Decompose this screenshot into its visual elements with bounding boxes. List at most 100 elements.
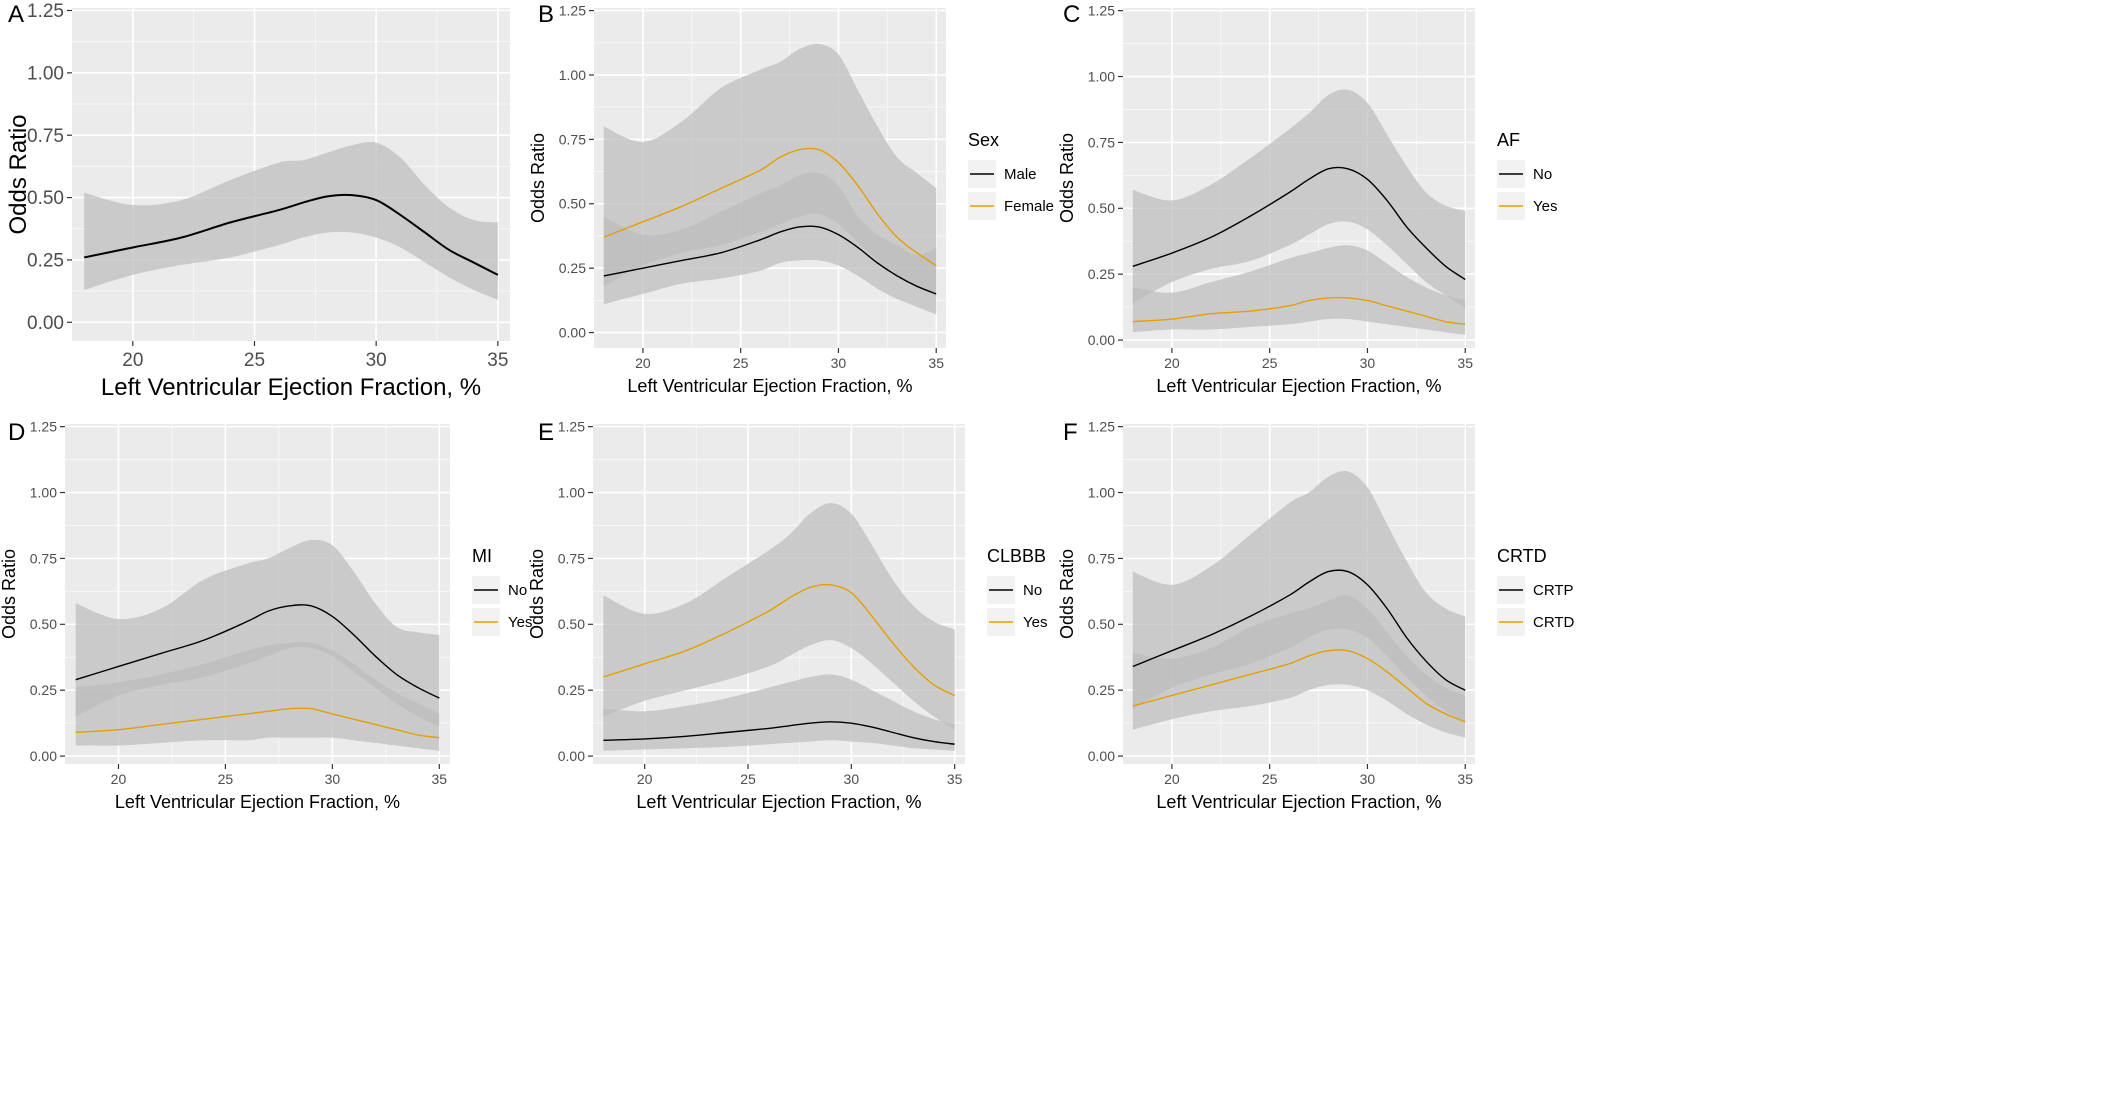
legend-label: CRTP xyxy=(1533,582,1574,599)
y-tick-label: 1.00 xyxy=(27,64,64,85)
series-line-no xyxy=(75,604,440,699)
y-tick-label: 0.50 xyxy=(1088,200,1115,216)
y-tick-label: 0.00 xyxy=(27,313,64,334)
x-tick-label: 30 xyxy=(1360,771,1376,787)
legend: MI No Yes xyxy=(472,546,532,636)
x-tick-label: 20 xyxy=(1164,771,1180,787)
y-tick-label: 0.00 xyxy=(1088,332,1115,348)
legend-title: AF xyxy=(1497,130,1520,150)
chart-panel-c: C 20 25 30 35 0.00 0.25 0.50 0.75 1.00 1.25 Left Ve… xyxy=(1057,1,1557,396)
legend-title: Sex xyxy=(968,130,999,150)
y-tick-label: 1.25 xyxy=(559,2,586,18)
y-tick-label: 1.00 xyxy=(1088,68,1115,84)
x-axis-title: Left Ventricular Ejection Fraction, % xyxy=(636,792,921,812)
x-tick-label: 35 xyxy=(928,355,944,371)
panel-tag-d: D xyxy=(8,419,25,446)
series-line-yes xyxy=(603,583,955,697)
series-line-yes xyxy=(75,707,440,739)
confidence-band-crtd xyxy=(1132,595,1466,738)
x-tick-label: 20 xyxy=(637,771,653,787)
y-axis-title: Odds Ratio xyxy=(1057,133,1077,223)
y-tick-label: 0.75 xyxy=(27,126,64,147)
confidence-band-yes xyxy=(603,503,955,730)
legend-title: CRTD xyxy=(1497,546,1547,566)
y-tick-label: 1.25 xyxy=(27,1,64,22)
legend-label: No xyxy=(1533,166,1552,183)
y-tick-label: 0.00 xyxy=(1088,748,1115,764)
legend-title: CLBBB xyxy=(987,546,1046,566)
series-line-crtd xyxy=(1132,649,1466,723)
x-tick-label: 30 xyxy=(831,355,847,371)
y-tick-label: 1.25 xyxy=(1088,3,1115,19)
y-axis-title: Odds Ratio xyxy=(1057,549,1077,639)
x-tick-label: 35 xyxy=(487,350,508,371)
y-tick-label: 0.25 xyxy=(558,682,585,698)
legend: AF No Yes xyxy=(1497,130,1557,220)
chart-panel-d: D 20 25 30 35 0.00 0.25 0.50 0.75 1.00 1.25 Left Ve… xyxy=(0,419,532,812)
x-tick-label: 25 xyxy=(1262,771,1278,787)
x-axis-title: Left Ventricular Ejection Fraction, % xyxy=(115,792,400,812)
x-axis-title: Left Ventricular Ejection Fraction, % xyxy=(627,376,912,396)
panel-tag-f: F xyxy=(1063,419,1078,446)
legend-label: Yes xyxy=(508,614,532,631)
legend-label: CRTD xyxy=(1533,614,1575,631)
y-tick-label: 0.00 xyxy=(559,324,586,340)
y-tick-label: 0.00 xyxy=(30,748,57,764)
confidence-band-no xyxy=(603,674,955,751)
series-line-yes xyxy=(1132,296,1466,325)
legend-label: Yes xyxy=(1023,614,1047,631)
y-tick-label: 0.75 xyxy=(30,550,57,566)
x-axis-title: Left Ventricular Ejection Fraction, % xyxy=(1156,792,1441,812)
x-tick-label: 30 xyxy=(325,771,341,787)
y-tick-label: 0.50 xyxy=(30,616,57,632)
series-line-female xyxy=(603,147,937,267)
y-tick-label: 0.75 xyxy=(1088,550,1115,566)
y-axis-title: Odds Ratio xyxy=(528,133,548,223)
y-axis-title: Odds Ratio xyxy=(0,549,19,639)
x-axis-title: Left Ventricular Ejection Fraction, % xyxy=(1156,376,1441,396)
x-tick-label: 20 xyxy=(1164,355,1180,371)
chart-panel-f: F 20 25 30 35 0.00 0.25 0.50 0.75 1.00 1.25 Left Ve… xyxy=(1057,419,1575,812)
x-tick-label: 30 xyxy=(844,771,860,787)
y-tick-label: 1.25 xyxy=(558,419,585,435)
y-tick-label: 0.50 xyxy=(558,616,585,632)
legend-label: Female xyxy=(1004,198,1054,215)
panel-tag-c: C xyxy=(1063,1,1080,28)
y-tick-label: 0.75 xyxy=(558,550,585,566)
x-tick-label: 25 xyxy=(244,350,265,371)
x-tick-label: 20 xyxy=(111,771,127,787)
legend-title: MI xyxy=(472,546,492,566)
y-tick-label: 0.00 xyxy=(558,748,585,764)
y-tick-label: 0.75 xyxy=(559,131,586,147)
confidence-band-yes xyxy=(1132,245,1466,335)
x-tick-label: 30 xyxy=(1360,355,1376,371)
x-tick-label: 25 xyxy=(740,771,756,787)
legend-label: Yes xyxy=(1533,198,1557,215)
x-tick-label: 20 xyxy=(635,355,651,371)
y-tick-label: 1.00 xyxy=(30,484,57,500)
legend: CLBBB No Yes xyxy=(987,546,1047,636)
chart-panel-e: E 20 25 30 35 0.00 0.25 0.50 0.75 1.00 1.25 Left Ve… xyxy=(527,419,1047,812)
legend-label: Male xyxy=(1004,166,1037,183)
chart-panel-b: B 20 25 30 35 0.00 0.25 0.50 0.75 1.00 1.25 Left Ve… xyxy=(528,1,1054,396)
chart-panel-a: A 20 25 30 35 0.00 0.25 0.50 0.75 1.00 1.25 Left Ve… xyxy=(5,1,510,401)
legend-label: No xyxy=(1023,582,1042,599)
x-tick-label: 20 xyxy=(122,350,143,371)
y-tick-label: 1.25 xyxy=(1088,419,1115,435)
x-tick-label: 35 xyxy=(947,771,963,787)
y-tick-label: 1.25 xyxy=(30,419,57,435)
legend: Sex Male Female xyxy=(968,130,1054,220)
series-line-crtp xyxy=(1132,569,1466,691)
confidence-band-series-0 xyxy=(84,141,498,300)
x-axis-title: Left Ventricular Ejection Fraction, % xyxy=(101,374,481,401)
y-tick-label: 0.50 xyxy=(559,196,586,212)
panel-tag-e: E xyxy=(538,419,554,446)
y-tick-label: 1.00 xyxy=(1088,484,1115,500)
y-axis-title: Odds Ratio xyxy=(527,549,547,639)
y-tick-label: 1.00 xyxy=(559,67,586,83)
y-tick-label: 1.00 xyxy=(558,484,585,500)
panel-tag-a: A xyxy=(8,1,24,28)
x-tick-label: 25 xyxy=(218,771,234,787)
series-line-male xyxy=(603,225,937,295)
